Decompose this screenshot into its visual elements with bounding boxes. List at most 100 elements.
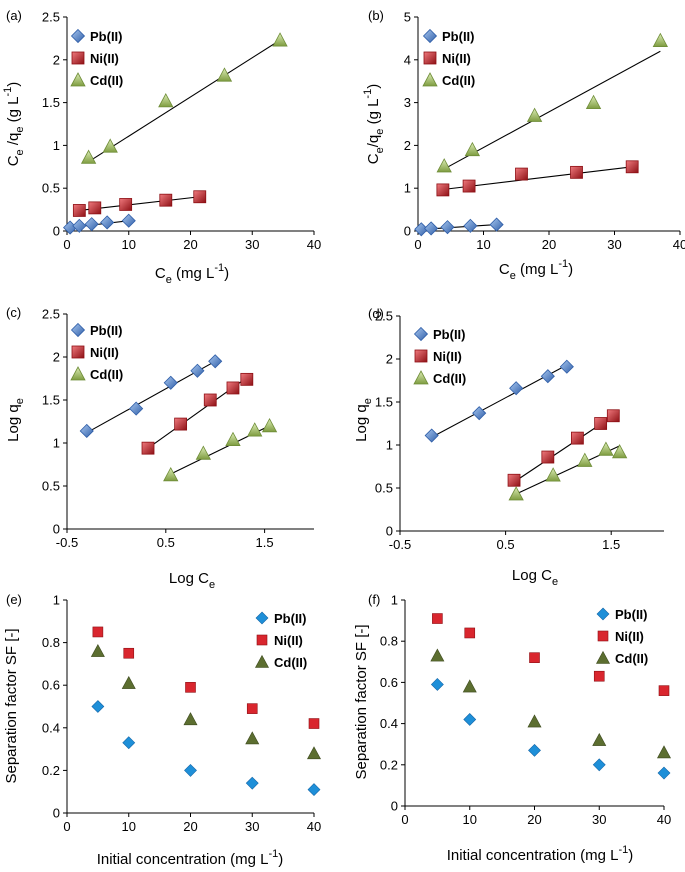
data-point — [174, 417, 188, 431]
legend-marker — [413, 370, 429, 385]
data-point — [464, 627, 476, 639]
data-point — [489, 217, 504, 232]
data-point — [430, 678, 444, 691]
legend: Pb(II) Ni(II) Cd(II) — [595, 607, 648, 666]
trend-line — [443, 50, 661, 170]
y-axis-label: Separation factor SF [-] — [3, 628, 20, 783]
y-tick-label: 0.8 — [380, 634, 398, 649]
x-tick-label: 30 — [245, 819, 259, 834]
data-point — [507, 473, 521, 487]
panel-e: 00.20.40.60.810 10 20 30 40(e)Initial concen… — [3, 592, 321, 868]
series-niii — [436, 160, 639, 197]
data-point — [121, 675, 136, 689]
y-tick-label: 1 — [391, 593, 398, 608]
x-tick-label: 40 — [657, 812, 671, 827]
x-axis-label: Initial concentration (mg L-1) — [97, 848, 284, 868]
legend-marker — [597, 630, 609, 642]
legend-label: Ni(II) — [90, 345, 119, 360]
panel-label: (e) — [6, 592, 22, 607]
data-point — [226, 381, 240, 395]
data-point — [129, 401, 144, 416]
legend-label: Pb(II) — [615, 607, 648, 622]
x-tick-label: 20 — [542, 237, 556, 252]
legend-label: Cd(II) — [615, 651, 648, 666]
series-niii — [432, 613, 670, 696]
y-tick-label: 0.5 — [42, 479, 60, 494]
data-point — [592, 758, 606, 772]
legend-marker — [595, 650, 611, 664]
y-tick-label: 1 — [53, 593, 60, 608]
legend-label: Pb(II) — [274, 611, 307, 626]
x-tick-label: 10 — [476, 237, 490, 252]
legend-marker — [70, 72, 86, 87]
data-point — [657, 766, 671, 780]
panel-b: 0 1 2 3 4 5 0 10 20 30 40 (b) Ce (mg L-1) Ce/qe (g L-… — [362, 8, 685, 282]
data-point — [100, 215, 115, 230]
data-point — [658, 685, 670, 696]
data-point — [245, 776, 259, 790]
legend-marker — [422, 72, 438, 87]
data-point — [436, 158, 452, 173]
data-point — [183, 712, 198, 726]
legend-label: Ni(II) — [615, 629, 644, 644]
y-tick-label: 0.8 — [42, 635, 60, 650]
data-point — [571, 431, 584, 445]
legend-label: Cd(II) — [90, 73, 123, 88]
y-axis-label: Log qe — [353, 398, 374, 442]
data-point — [203, 393, 217, 407]
x-axis-label: Ce (mg L-1) — [155, 262, 229, 286]
legend-label: Ni(II) — [442, 51, 471, 66]
data-point — [158, 93, 174, 108]
series-pbii — [430, 678, 671, 780]
panel-f: 00.20.40.60.810 10 20 30 40(f)Initial concen… — [353, 592, 671, 864]
legend-label: Pb(II) — [442, 29, 475, 44]
data-point — [90, 643, 105, 657]
data-point — [625, 160, 639, 174]
data-point — [594, 417, 608, 430]
series-niii — [72, 190, 207, 217]
data-point — [462, 679, 477, 693]
legend-marker — [71, 51, 85, 65]
data-point — [123, 647, 135, 659]
legend: Pb(II) Ni(II) Cd(II) — [70, 322, 123, 382]
data-point — [193, 190, 207, 204]
x-tick-label: 10 — [463, 812, 477, 827]
y-tick-label: 0 — [386, 524, 393, 539]
data-point — [515, 167, 528, 181]
data-point — [84, 217, 99, 232]
x-tick-label: 40 — [307, 819, 321, 834]
data-point — [585, 94, 602, 109]
x-tick-label: 0.5 — [497, 537, 515, 552]
data-point — [307, 783, 321, 796]
panel-c: 0 0.5 1 1.5 2 2.5 -0.5 0.5 1.5 (c) Log Ce Log qe Pb(… — [5, 305, 314, 591]
x-tick-label: 20 — [183, 237, 197, 252]
y-tick-label: 1 — [404, 181, 411, 196]
panel-a: 0 0.5 1 1.5 2 2.5 0 10 20 30 40 (a) Ce (mg L-1) Ce /q… — [2, 8, 321, 286]
y-tick-label: 0.4 — [380, 716, 398, 731]
data-point — [246, 703, 258, 714]
y-tick-label: 1.5 — [42, 95, 60, 110]
x-tick-label: 30 — [592, 812, 606, 827]
series-cdii — [508, 441, 628, 501]
data-point — [245, 731, 260, 745]
data-point — [261, 417, 278, 433]
x-tick-label: 0 — [401, 812, 408, 827]
data-point — [159, 193, 173, 207]
data-point — [306, 746, 322, 760]
legend-marker — [71, 345, 85, 359]
y-tick-label: 2.5 — [42, 307, 60, 322]
panel-label: (b) — [368, 8, 384, 23]
y-tick-label: 0.4 — [42, 720, 60, 735]
y-tick-label: 5 — [404, 10, 411, 25]
x-axis-label: Log Ce — [169, 570, 215, 591]
y-tick-label: 2 — [404, 138, 411, 153]
data-point — [272, 32, 288, 47]
y-tick-label: 0.2 — [380, 757, 398, 772]
data-point — [545, 467, 561, 482]
data-point — [240, 372, 254, 386]
data-point — [184, 763, 197, 777]
legend-label: Ni(II) — [433, 349, 462, 364]
data-point — [606, 409, 620, 423]
data-point — [163, 466, 179, 482]
data-point — [528, 743, 541, 757]
